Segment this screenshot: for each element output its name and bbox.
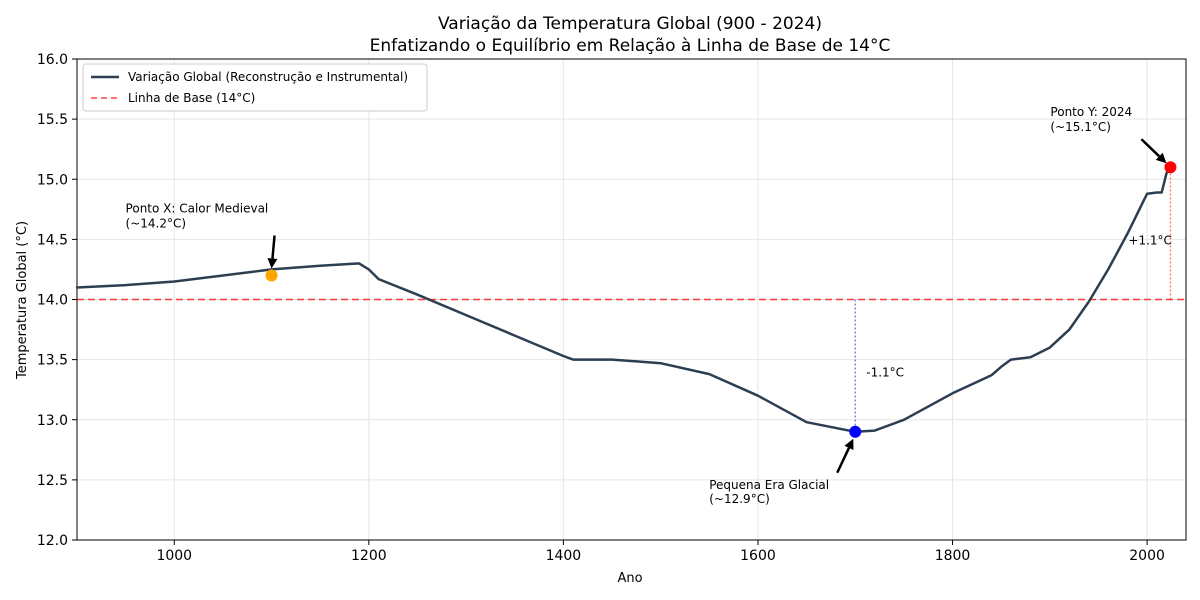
highlight-point-0 — [265, 269, 278, 282]
arrow-2024 — [1140, 138, 1167, 164]
y-tick-label: 15.0 — [37, 172, 68, 188]
legend: Variação Global (Reconstrução e Instrume… — [82, 63, 428, 112]
x-tick-label: 1800 — [935, 548, 971, 564]
label-ice-age-title: Pequena Era Glacial — [709, 478, 829, 492]
y-tick-label: 15.5 — [37, 112, 68, 128]
legend-label-baseline: Linha de Base (14°C) — [128, 91, 255, 105]
chart-title: Variação da Temperatura Global (900 - 20… — [438, 14, 822, 34]
axes: 1000 1200 1400 1600 1800 2000 12.0 12.5 13.0 13.5… — [37, 52, 1187, 564]
y-tick-label: 12.5 — [37, 473, 68, 489]
legend-box — [82, 63, 428, 112]
y-tick-label: 16.0 — [37, 52, 68, 68]
label-medieval-value: (~14.2°C) — [126, 216, 187, 230]
arrow-medieval-shaft — [271, 235, 276, 259]
y-tick-label: 12.0 — [37, 533, 68, 549]
arrow-little-ice-age-head — [844, 438, 854, 450]
arrow-little-ice-age-shaft — [836, 447, 851, 474]
label-ice-age-value: (~12.9°C) — [709, 492, 770, 506]
grid-lines — [77, 58, 1186, 541]
x-tick-label: 1400 — [546, 548, 582, 564]
x-tick-label: 1000 — [156, 548, 192, 564]
y-tick-label: 13.0 — [37, 413, 68, 429]
x-tick-label: 1600 — [740, 548, 776, 564]
x-tick-label: 1200 — [351, 548, 387, 564]
legend-label-series: Variação Global (Reconstrução e Instrume… — [128, 70, 408, 84]
arrow-medieval-head — [267, 258, 278, 269]
deviation-label-2024: +1.1°C — [1128, 233, 1172, 247]
arrow-medieval — [267, 235, 278, 269]
annotations: Ponto X: Calor Medieval(~14.2°C) Pequena … — [126, 105, 1177, 506]
label-2024-title: Ponto Y: 2024 — [1050, 105, 1132, 119]
deviation-label-ice-age: -1.1°C — [866, 366, 904, 380]
y-axis-label: Temperatura Global (°C) — [15, 221, 30, 380]
arrow-2024-head — [1155, 152, 1167, 164]
y-tick-label: 13.5 — [37, 353, 68, 369]
label-2024-value: (~15.1°C) — [1050, 120, 1111, 134]
y-tick-label: 14.0 — [37, 293, 68, 309]
plot-area — [75, 165, 1186, 434]
chart-subtitle: Enfatizando o Equilíbrio em Relação à Li… — [370, 36, 891, 56]
y-tick-label: 14.5 — [37, 232, 68, 248]
arrow-2024-shaft — [1140, 138, 1161, 158]
x-tick-label: 2000 — [1129, 548, 1165, 564]
arrow-little-ice-age — [836, 438, 854, 474]
label-medieval-title: Ponto X: Calor Medieval — [126, 201, 269, 215]
x-axis-label: Ano — [617, 571, 642, 586]
highlight-point-1 — [849, 425, 862, 438]
series-line-0 — [75, 165, 1172, 434]
highlight-point-2 — [1164, 161, 1177, 174]
